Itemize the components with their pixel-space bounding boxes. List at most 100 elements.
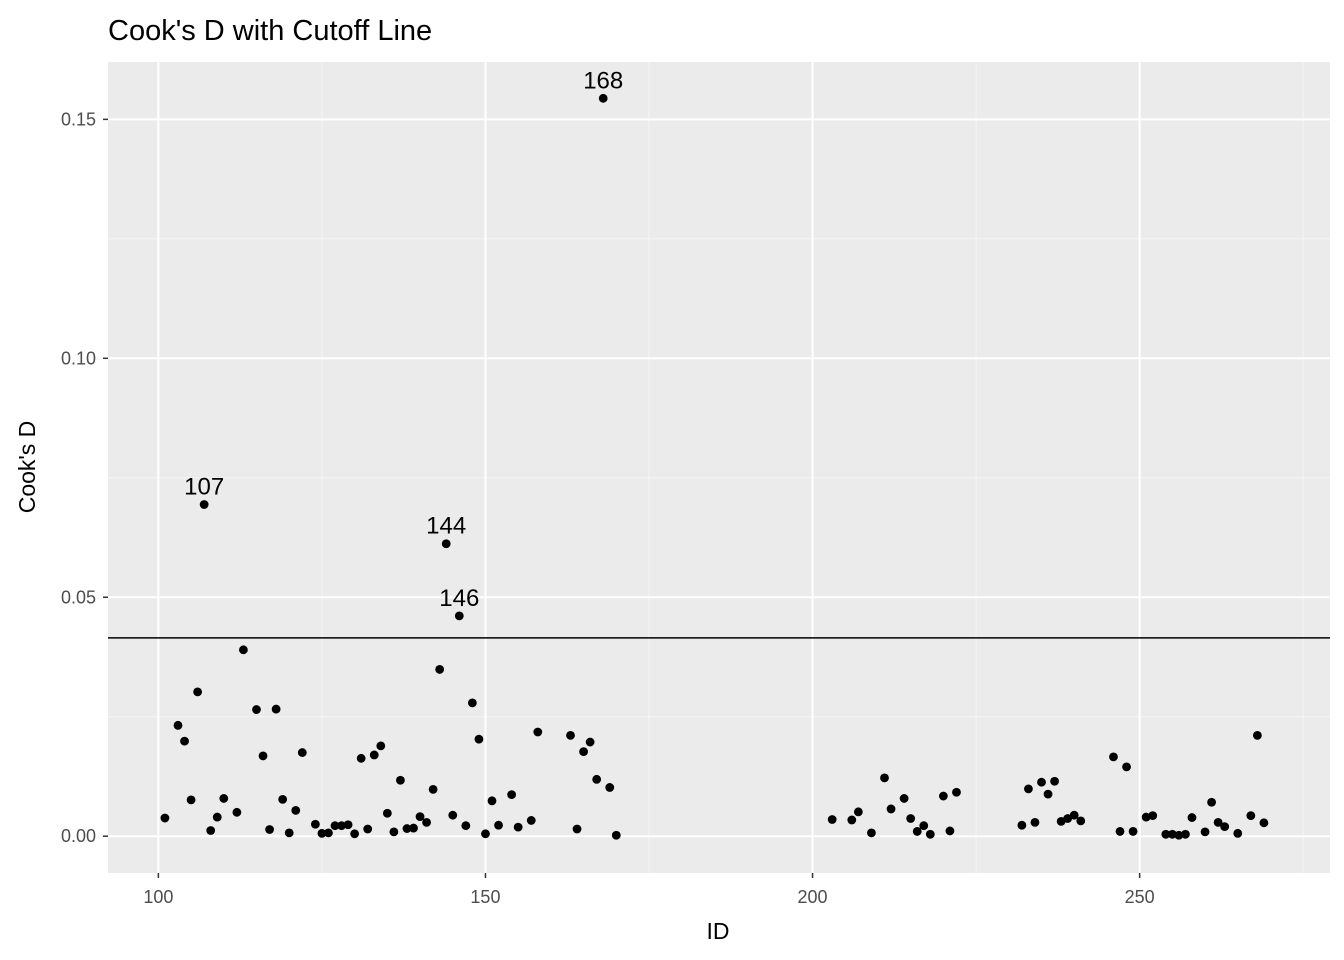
data-point	[494, 820, 503, 830]
data-point	[409, 823, 418, 833]
data-point	[474, 734, 484, 744]
data-point	[389, 827, 399, 837]
data-point	[330, 821, 340, 831]
data-point	[415, 812, 425, 822]
data-point	[193, 687, 203, 697]
data-point	[598, 93, 608, 103]
data-point	[906, 814, 916, 823]
x-tick-label: 250	[1125, 887, 1155, 907]
data-point	[1148, 811, 1158, 821]
data-point	[258, 751, 268, 761]
data-point	[1181, 829, 1190, 839]
point-label: 168	[583, 67, 623, 94]
x-axis-title: ID	[707, 918, 730, 944]
data-point	[284, 828, 294, 838]
data-point	[271, 704, 281, 714]
data-point	[880, 773, 889, 783]
data-point	[428, 784, 438, 794]
data-point	[1122, 762, 1131, 772]
data-point	[592, 774, 602, 784]
data-point	[853, 807, 863, 817]
data-point	[448, 810, 458, 820]
data-point	[886, 804, 896, 814]
x-axis-ticks: 100 150 200 250	[143, 873, 1155, 907]
data-point	[206, 826, 216, 835]
data-point	[160, 813, 170, 823]
data-point	[356, 753, 366, 763]
y-tick-label: 0.00	[61, 826, 96, 846]
data-point	[611, 830, 621, 840]
y-axis-ticks: 0.00 0.05 0.10 0.15	[61, 109, 108, 846]
data-point	[402, 824, 412, 833]
data-point	[454, 611, 464, 621]
data-point	[232, 807, 242, 817]
data-point	[952, 787, 961, 797]
data-point	[219, 794, 229, 803]
data-point	[337, 821, 346, 831]
data-point	[526, 816, 536, 825]
data-point	[461, 821, 471, 831]
data-point	[343, 820, 353, 830]
data-point	[1167, 829, 1177, 839]
data-point	[533, 727, 543, 737]
data-point	[1115, 827, 1125, 836]
data-point	[513, 822, 523, 832]
data-point	[186, 795, 196, 805]
data-point	[1252, 730, 1262, 740]
plot-panel	[108, 62, 1330, 873]
data-point	[1024, 784, 1033, 794]
data-point	[1043, 789, 1053, 799]
data-point	[180, 736, 189, 746]
data-point	[324, 828, 333, 838]
minor-gridlines	[108, 62, 1330, 873]
data-point	[382, 808, 392, 818]
data-point	[1233, 828, 1243, 838]
data-point	[487, 796, 497, 806]
data-point	[212, 812, 222, 822]
point-label: 146	[439, 585, 479, 612]
data-point	[938, 791, 948, 801]
data-point	[899, 794, 909, 803]
data-point	[1161, 829, 1171, 839]
data-point	[1259, 818, 1269, 828]
y-tick-label: 0.10	[61, 348, 96, 368]
data-point	[1037, 777, 1046, 787]
chart-title: Cook's D with Cutoff Line	[108, 15, 432, 47]
data-point	[1220, 822, 1230, 832]
x-tick-label: 100	[143, 887, 173, 907]
data-point	[867, 828, 876, 838]
data-point	[572, 824, 582, 834]
data-point	[310, 819, 320, 829]
data-point	[605, 783, 615, 792]
data-point	[173, 720, 183, 730]
data-point	[1063, 814, 1073, 823]
data-point	[265, 825, 274, 834]
data-point	[912, 827, 922, 836]
y-tick-label: 0.15	[61, 109, 96, 129]
data-point	[376, 741, 386, 751]
data-points	[160, 93, 1269, 840]
major-gridlines	[108, 62, 1330, 873]
data-point	[441, 539, 451, 549]
data-point	[239, 645, 248, 655]
data-point	[507, 790, 517, 800]
data-point	[1109, 752, 1118, 762]
data-point	[481, 829, 490, 839]
data-point	[199, 500, 209, 509]
data-point	[1076, 816, 1086, 826]
point-label: 107	[184, 474, 224, 501]
data-point	[422, 817, 431, 827]
data-point	[252, 705, 261, 714]
y-tick-label: 0.05	[61, 587, 96, 607]
data-point	[566, 730, 575, 740]
data-point	[291, 805, 301, 815]
data-point	[1050, 776, 1059, 786]
y-axis-title: Cook's D	[14, 421, 40, 514]
point-label: 144	[426, 513, 466, 540]
point-labels: 168 107 144 146	[184, 67, 623, 612]
data-point	[1030, 817, 1040, 827]
data-point	[369, 750, 379, 760]
data-point	[317, 828, 327, 838]
data-point	[1141, 812, 1151, 822]
